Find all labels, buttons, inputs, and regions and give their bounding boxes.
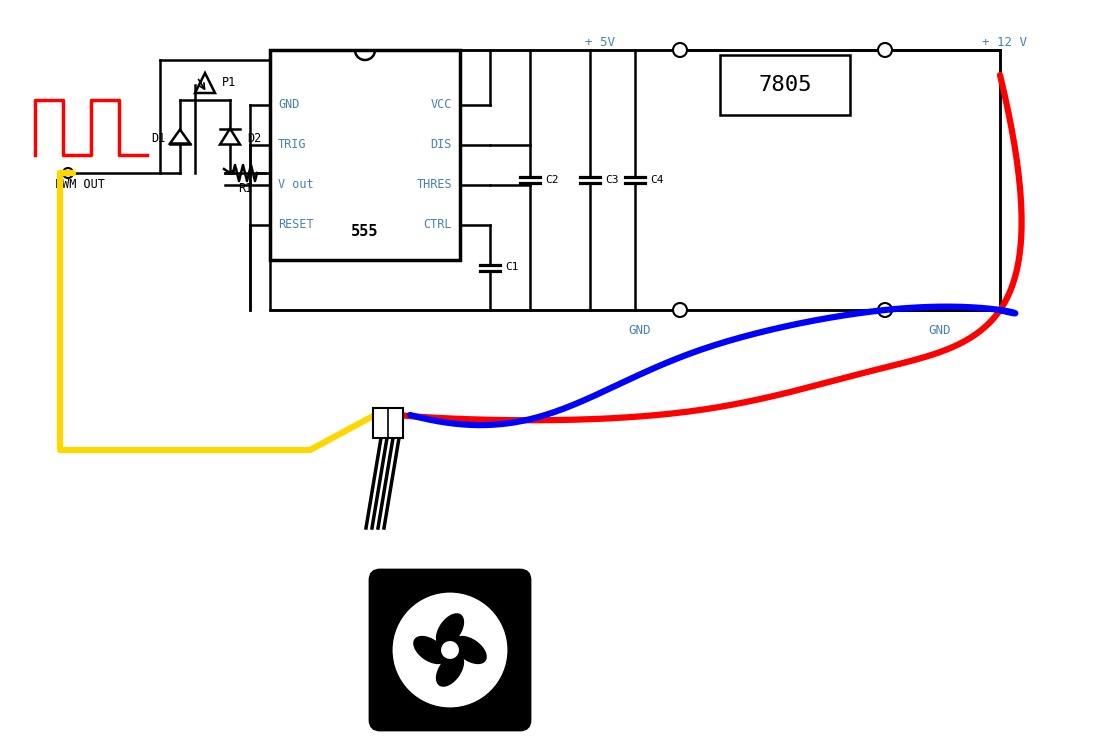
Bar xyxy=(720,55,851,115)
Circle shape xyxy=(878,303,893,317)
Bar xyxy=(373,408,403,438)
Circle shape xyxy=(63,168,73,178)
Circle shape xyxy=(878,43,893,57)
Text: 7805: 7805 xyxy=(759,75,812,95)
Text: R1: R1 xyxy=(238,182,252,195)
Ellipse shape xyxy=(414,636,447,664)
Circle shape xyxy=(672,303,687,317)
Text: C2: C2 xyxy=(545,175,559,185)
Text: 555: 555 xyxy=(352,225,378,240)
Text: C4: C4 xyxy=(650,175,664,185)
Text: D2: D2 xyxy=(247,131,261,145)
Bar xyxy=(270,50,1000,310)
Text: RESET: RESET xyxy=(278,219,314,231)
Circle shape xyxy=(392,591,509,709)
Text: C3: C3 xyxy=(605,175,618,185)
Ellipse shape xyxy=(436,653,465,687)
Text: TRIG: TRIG xyxy=(278,139,306,152)
Text: + 12 V: + 12 V xyxy=(982,35,1027,48)
Text: V out: V out xyxy=(278,179,314,192)
Text: P1: P1 xyxy=(222,75,237,88)
Bar xyxy=(270,50,460,260)
Ellipse shape xyxy=(436,613,465,647)
Text: + 5V: + 5V xyxy=(585,35,615,48)
Text: GND: GND xyxy=(628,323,651,336)
Text: CTRL: CTRL xyxy=(424,219,452,231)
Text: GND: GND xyxy=(278,99,300,112)
Text: VCC: VCC xyxy=(430,99,452,112)
Text: C1: C1 xyxy=(505,262,519,272)
Circle shape xyxy=(672,43,687,57)
Text: PWM OUT: PWM OUT xyxy=(55,179,105,192)
FancyBboxPatch shape xyxy=(371,570,530,730)
Text: THRES: THRES xyxy=(416,179,452,192)
Ellipse shape xyxy=(453,636,487,664)
Text: GND: GND xyxy=(929,323,951,336)
Text: DIS: DIS xyxy=(430,139,452,152)
Text: D1: D1 xyxy=(150,131,165,145)
Circle shape xyxy=(440,640,460,660)
